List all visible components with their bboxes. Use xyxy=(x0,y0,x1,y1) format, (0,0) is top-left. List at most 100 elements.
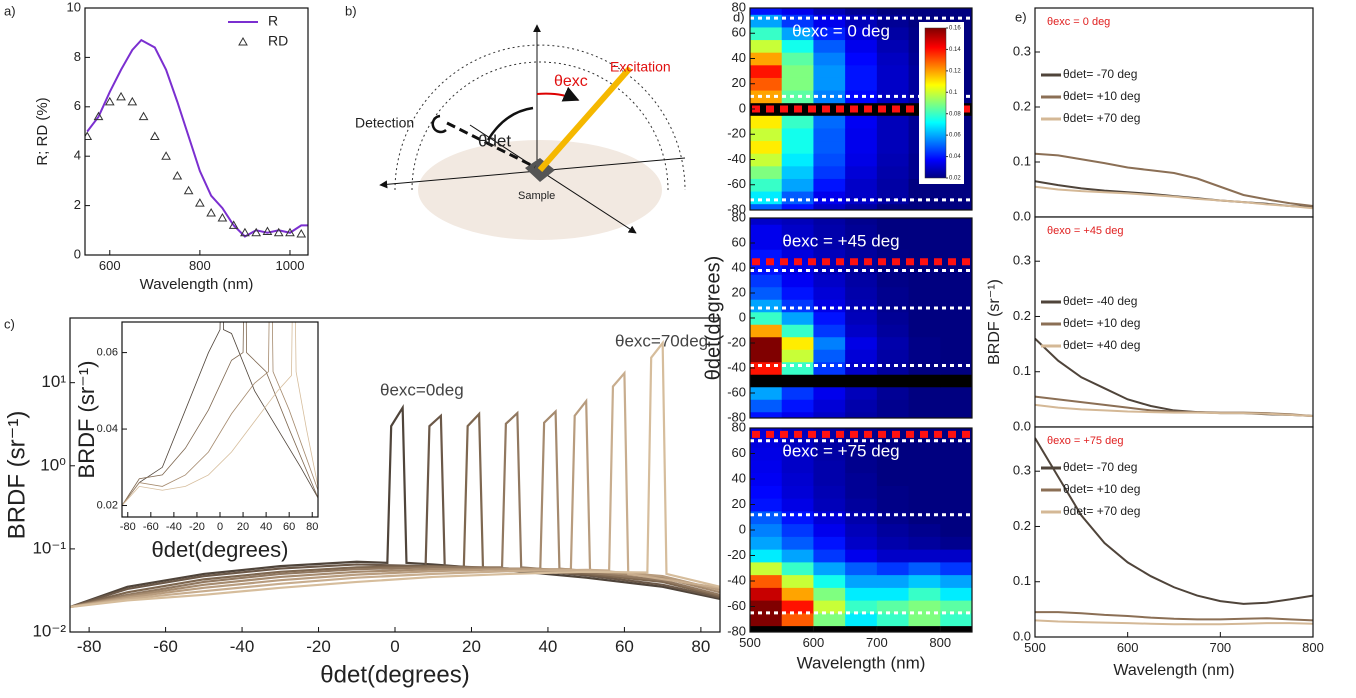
heat-cell xyxy=(750,218,783,225)
series-line xyxy=(122,322,318,506)
heat-cell xyxy=(781,472,814,486)
x-tick-label: 800 xyxy=(1302,640,1324,655)
heat-cell xyxy=(876,311,910,325)
marker xyxy=(285,227,295,237)
heat-cell xyxy=(876,26,910,41)
heat-cell xyxy=(876,411,910,418)
heat-cell xyxy=(845,485,878,499)
heat-cell xyxy=(813,510,846,525)
masked-cell xyxy=(876,374,910,388)
heat-cell xyxy=(940,428,972,435)
heat-cell xyxy=(845,218,878,225)
x-tick-label: 600 xyxy=(1117,640,1139,655)
marker xyxy=(149,131,160,140)
legend-label: θdet= -70 deg xyxy=(1063,67,1137,81)
heat-cell xyxy=(845,459,878,474)
heat-cell xyxy=(813,498,846,512)
heat-cell xyxy=(813,203,846,210)
det-angle-arrow xyxy=(486,106,534,141)
heat-cell xyxy=(813,361,846,375)
heat-cell xyxy=(813,236,846,250)
heat-cell xyxy=(845,26,878,41)
y-tick-label: 60 xyxy=(732,25,746,40)
y-tick-label: -60 xyxy=(727,598,746,613)
label: Excitation xyxy=(610,59,671,75)
heat-cell xyxy=(908,299,941,313)
x-tick-label: -20 xyxy=(189,521,205,533)
heat-cell xyxy=(781,386,814,400)
heat-cell xyxy=(750,574,783,588)
heat-cell xyxy=(940,600,972,614)
heat-cell xyxy=(813,178,846,192)
panel-label: e) xyxy=(1015,9,1027,24)
colorbar-label: 0.1 xyxy=(949,90,958,96)
heat-cell xyxy=(813,386,846,400)
y-tick-label: 2 xyxy=(74,197,81,212)
heat-cell xyxy=(813,90,846,104)
heat-cell xyxy=(813,349,846,363)
heat-cell xyxy=(813,587,846,601)
heat-cell xyxy=(940,218,972,225)
heat-cell xyxy=(750,336,783,350)
x-tick-label: 500 xyxy=(1024,640,1046,655)
x-tick-label: 20 xyxy=(462,637,481,656)
heat-cell xyxy=(845,14,878,28)
heat-cell xyxy=(908,459,941,474)
heat-cell xyxy=(750,510,783,525)
heat-cell xyxy=(781,600,814,614)
x-tick-label: 1000 xyxy=(276,258,305,273)
heat-cell xyxy=(813,39,846,53)
arc xyxy=(411,61,669,191)
y-tick-label: 60 xyxy=(732,234,746,249)
marker xyxy=(217,212,228,222)
heat-cell xyxy=(908,311,941,325)
x-axis-label: θdet(degrees) xyxy=(320,661,469,688)
heat-cell xyxy=(781,274,814,288)
panel-label: d) xyxy=(733,9,745,24)
detection-path xyxy=(446,121,536,169)
detector xyxy=(431,114,447,134)
label: Sample xyxy=(518,190,555,202)
heat-cell xyxy=(750,549,783,563)
x-tick-label: 40 xyxy=(260,521,272,533)
heat-cell xyxy=(940,286,972,300)
heat-cell xyxy=(908,203,941,210)
y-tick-label: 0.0 xyxy=(1013,628,1031,643)
heat-cell xyxy=(908,399,941,413)
heat-cell xyxy=(940,574,972,588)
y-tick-label: -40 xyxy=(727,359,746,374)
masked-cell xyxy=(908,374,941,388)
heat-cell xyxy=(781,249,814,263)
y-tick-label: -80 xyxy=(727,201,746,216)
plot-frame xyxy=(84,7,309,256)
annotation: θexc=0deg xyxy=(380,380,464,399)
y-tick-label: 60 xyxy=(732,445,746,460)
heat-cell xyxy=(876,612,910,627)
masked-cell xyxy=(845,102,878,116)
series-line xyxy=(70,413,720,609)
heat-cell xyxy=(813,8,846,15)
x-tick-label: 700 xyxy=(866,635,888,650)
colorbar-label: 0.06 xyxy=(949,133,961,139)
y-axis-label: R; RD (%) xyxy=(34,97,51,165)
heat-cell xyxy=(845,165,878,179)
heat-cell xyxy=(940,203,972,210)
series-line xyxy=(1035,185,1313,210)
heat-cell xyxy=(845,52,878,66)
heat-cell xyxy=(876,64,910,78)
marker xyxy=(93,111,104,121)
series-line xyxy=(70,339,720,609)
annotation: θexc=70deg xyxy=(615,331,708,350)
heat-cell xyxy=(845,386,878,400)
marker xyxy=(296,228,307,238)
marker xyxy=(251,227,262,237)
x-tick-label: 0 xyxy=(390,637,399,656)
heat-cell xyxy=(908,336,941,350)
arc xyxy=(394,44,686,191)
heat-cell xyxy=(908,574,941,588)
heat-cell xyxy=(908,549,941,563)
heat-cell xyxy=(813,14,846,28)
heat-cell xyxy=(908,561,941,576)
colorbar-label: 0.14 xyxy=(949,47,961,53)
